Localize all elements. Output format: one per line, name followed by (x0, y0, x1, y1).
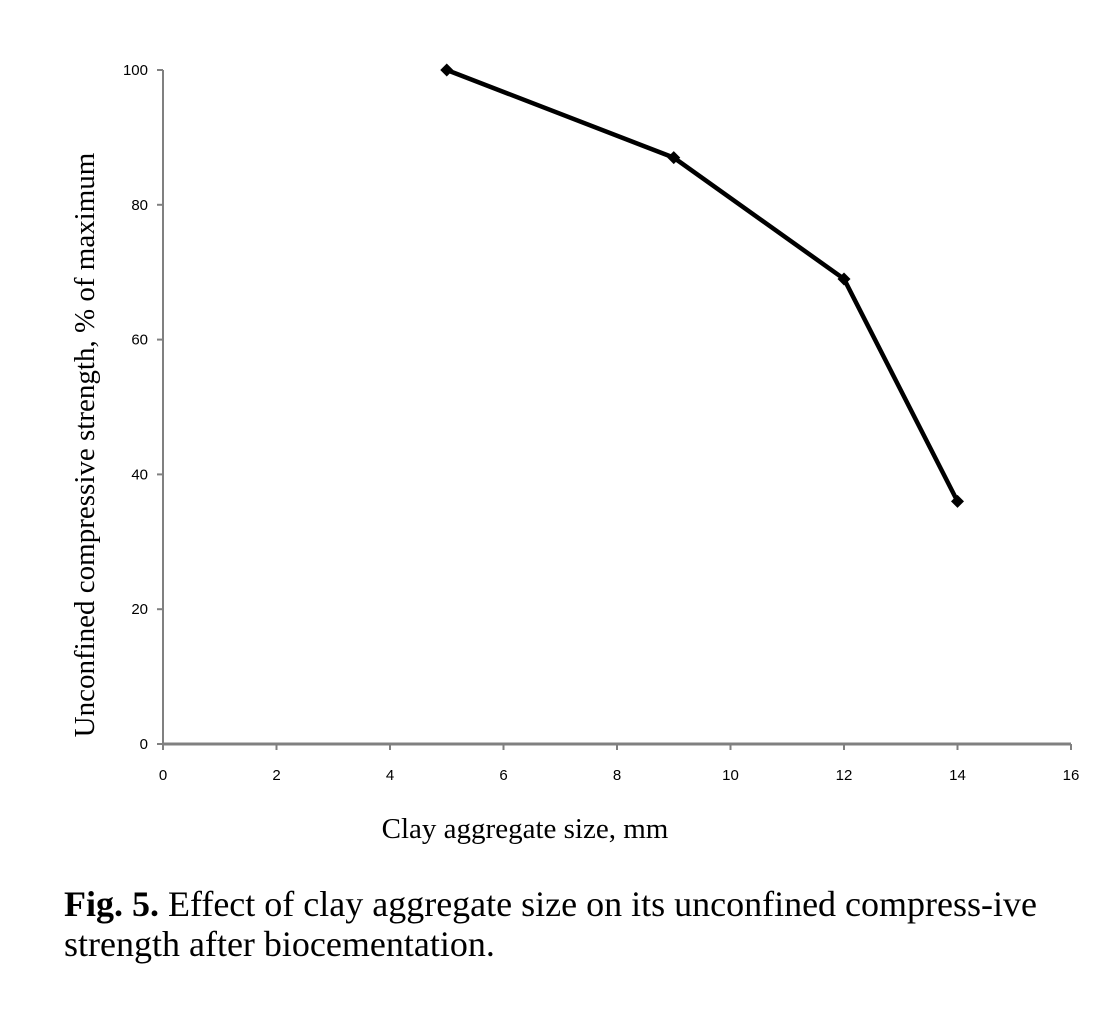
figure-label: Fig. 5. (64, 884, 159, 924)
line-chart: 0 2 4 6 8 10 12 14 16 0 20 40 60 80 100 Clay aggregate… (69, 62, 1079, 845)
x-tick-label: 2 (272, 767, 280, 784)
x-tick-label: 6 (499, 767, 507, 784)
y-tick-label: 20 (131, 601, 148, 618)
series-line (445, 67, 960, 503)
data-point (667, 151, 681, 165)
x-tick-label: 10 (722, 767, 739, 784)
x-tick-label: 14 (949, 767, 966, 784)
y-tick-label: 40 (131, 466, 148, 483)
x-tick-label: 12 (836, 767, 853, 784)
x-axis-title: Clay aggregate size, mm (382, 813, 669, 845)
x-tick-label: 4 (386, 767, 394, 784)
x-tick-label: 8 (613, 767, 621, 784)
x-tick-label: 16 (1063, 767, 1080, 784)
data-point (837, 272, 851, 286)
data-point (951, 494, 964, 508)
y-tick-label: 100 (123, 62, 148, 79)
y-tick-label: 80 (131, 197, 148, 214)
figure-caption: Fig. 5. Effect of clay aggregate size on… (64, 884, 1094, 964)
y-tick-label: 60 (131, 332, 148, 349)
plot-area (440, 63, 964, 508)
figure-caption-text: Effect of clay aggregate size on its unc… (64, 884, 1037, 964)
y-tick-label: 0 (140, 736, 148, 753)
axes: 0 2 4 6 8 10 12 14 16 0 20 40 60 80 100 (123, 62, 1079, 784)
x-tick-label: 0 (159, 767, 167, 784)
data-point (440, 63, 454, 77)
y-axis-title: Unconfined compressive strength, % of ma… (69, 152, 101, 737)
